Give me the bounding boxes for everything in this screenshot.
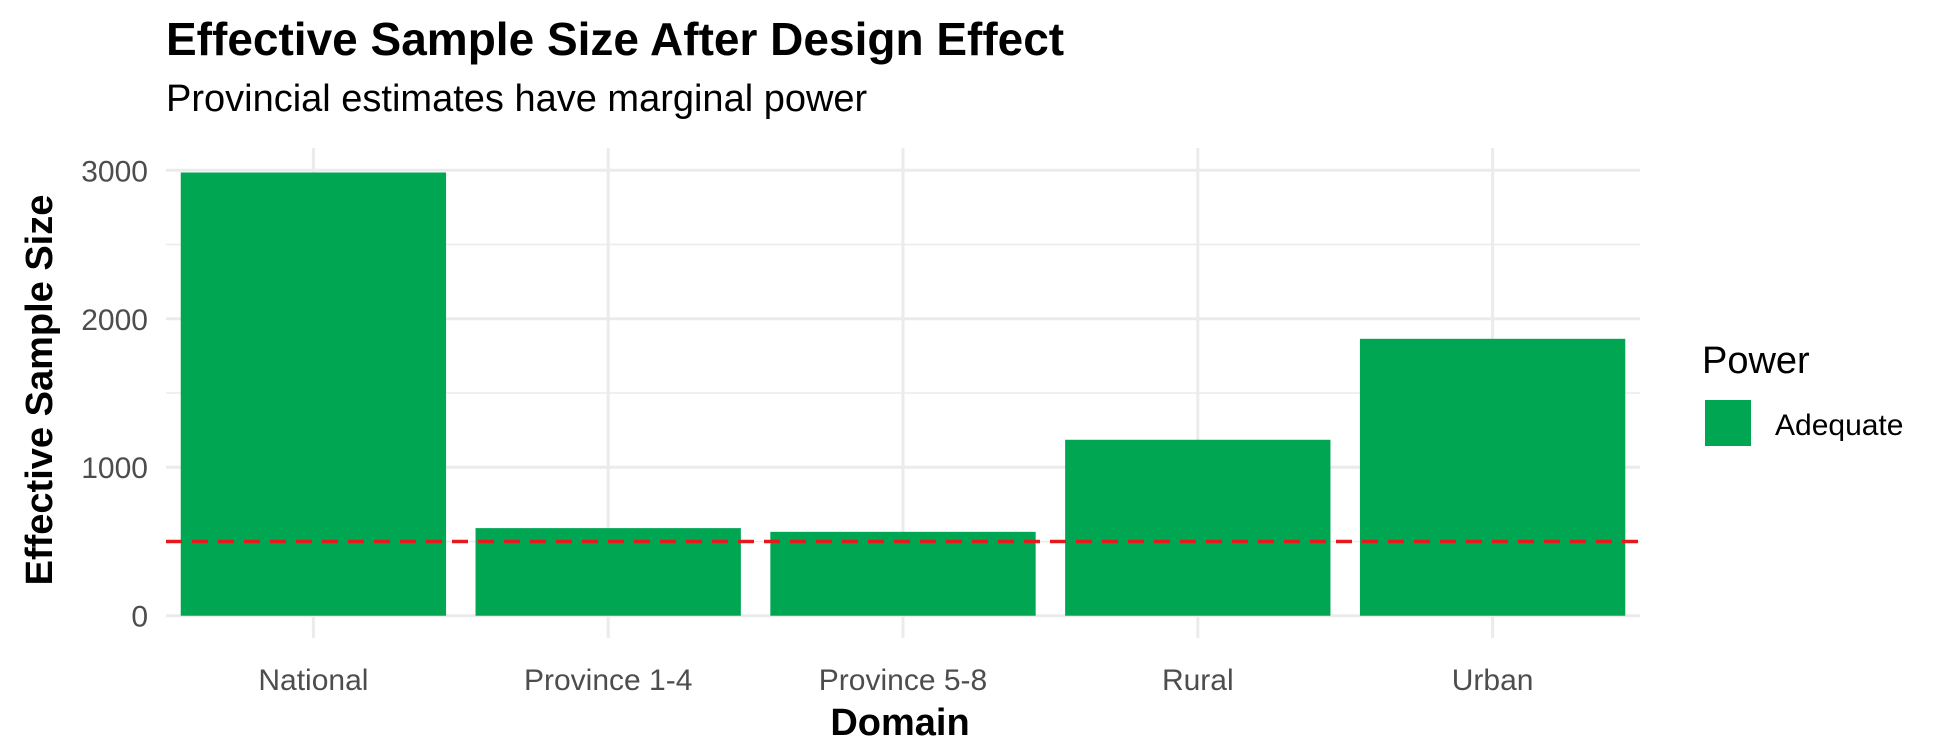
bar-rural <box>1065 439 1331 616</box>
legend-title: Power <box>1702 340 1810 382</box>
x-tick-label: National <box>258 664 368 697</box>
x-tick-label: Rural <box>1162 664 1234 697</box>
y-tick-label: 0 <box>131 601 148 634</box>
y-tick-label: 2000 <box>81 304 148 337</box>
y-axis-title: Effective Sample Size <box>19 195 61 586</box>
x-axis-title: Domain <box>830 702 969 744</box>
bar-province-5-8 <box>770 531 1036 616</box>
legend-label-adequate: Adequate <box>1775 409 1903 442</box>
y-tick-label: 3000 <box>81 155 148 188</box>
x-tick-label: Province 1-4 <box>524 664 692 697</box>
chart-subtitle: Provincial estimates have marginal power <box>166 78 868 120</box>
legend: Power Adequate <box>1702 340 1903 446</box>
y-tick-label: 1000 <box>81 452 148 485</box>
legend-key-adequate <box>1705 400 1751 446</box>
x-tick-label: Province 5-8 <box>819 664 987 697</box>
chart-title: Effective Sample Size After Design Effec… <box>166 13 1065 65</box>
bars <box>180 172 1626 616</box>
x-tick-labels: National Province 1-4 Province 5-8 Rural Urb… <box>258 664 1533 697</box>
y-tick-labels: 0 1000 2000 3000 <box>81 155 148 633</box>
x-tick-label: Urban <box>1452 664 1534 697</box>
bar-national <box>180 172 447 616</box>
bar-urban <box>1359 338 1626 616</box>
